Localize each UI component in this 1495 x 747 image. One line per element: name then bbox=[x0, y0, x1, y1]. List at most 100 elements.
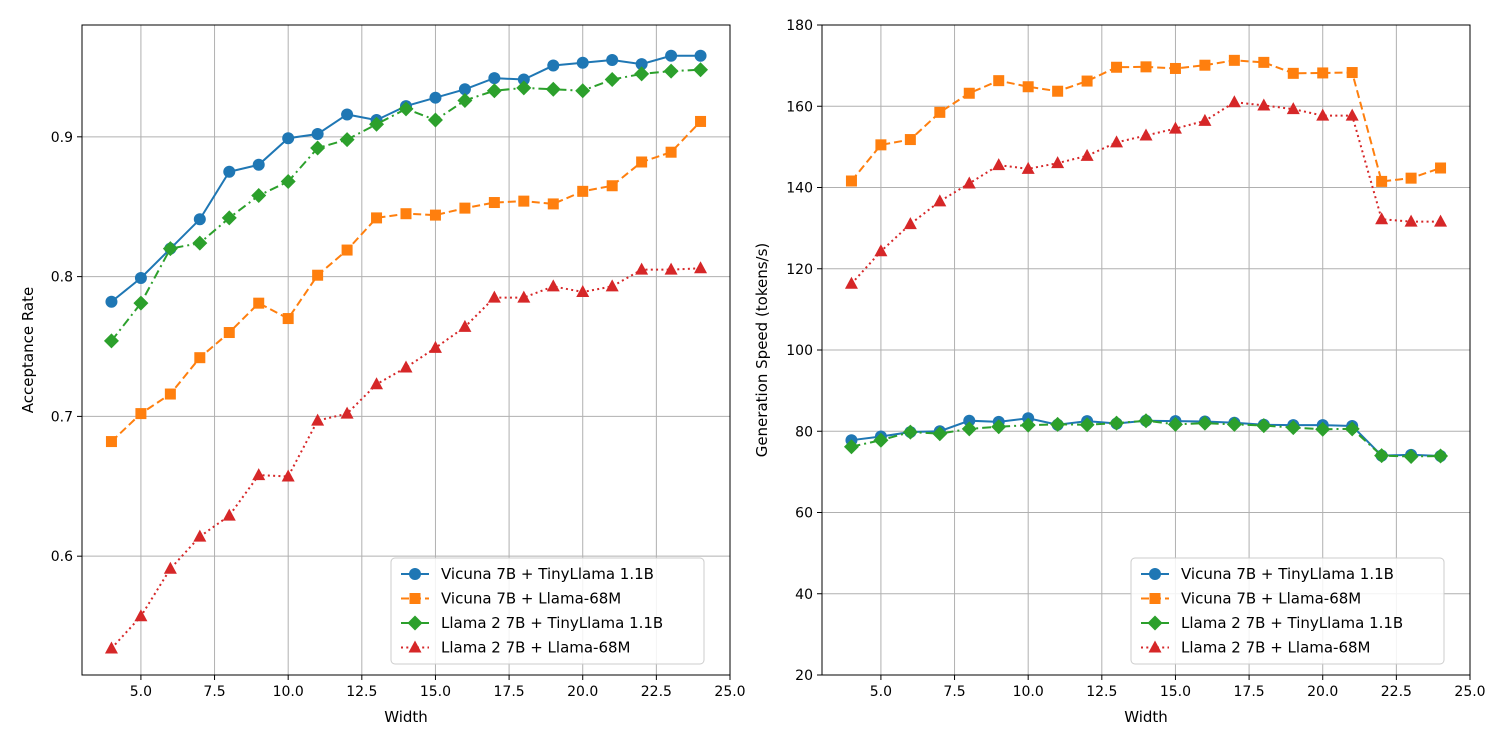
data-point bbox=[428, 340, 442, 353]
data-point bbox=[164, 388, 176, 400]
data-point bbox=[604, 72, 620, 88]
data-point bbox=[252, 468, 266, 481]
data-point bbox=[1405, 172, 1417, 184]
x-tick-label: 12.5 bbox=[346, 684, 377, 700]
x-tick-label: 12.5 bbox=[1086, 684, 1117, 700]
data-point bbox=[311, 413, 325, 426]
series-line bbox=[110, 54, 701, 303]
data-point bbox=[634, 66, 650, 82]
y-axis-label: Generation Speed (tokens/s) bbox=[753, 243, 771, 458]
x-tick-label: 22.5 bbox=[1381, 684, 1412, 700]
data-point bbox=[875, 139, 887, 151]
y-tick-label: 0.6 bbox=[51, 549, 73, 565]
data-point bbox=[1140, 61, 1152, 73]
y-tick-label: 180 bbox=[786, 18, 813, 34]
data-point bbox=[693, 62, 709, 78]
data-point bbox=[993, 75, 1005, 87]
legend: Vicuna 7B + TinyLlama 1.1B Vicuna 7B + Ll… bbox=[390, 557, 705, 665]
data-point bbox=[844, 276, 858, 289]
data-point bbox=[1285, 420, 1301, 436]
data-point bbox=[1198, 113, 1212, 126]
data-point bbox=[133, 295, 149, 311]
data-point bbox=[1139, 128, 1153, 141]
series-llama-2-7b-tinyllama-1-1b bbox=[843, 413, 1449, 464]
y-tick-label: 0.7 bbox=[51, 409, 73, 425]
data-point bbox=[547, 59, 560, 72]
acceptance-rate-chart: 5.0 7.5 10.0 12.5 15.0 17.5 20.0 22.5 25.0 0.6 0.7… bbox=[19, 24, 746, 726]
x-tick-label: 25.0 bbox=[1454, 684, 1485, 700]
data-point bbox=[962, 176, 976, 189]
data-point bbox=[992, 158, 1006, 171]
data-point bbox=[1376, 175, 1388, 187]
legend-marker bbox=[1148, 640, 1162, 653]
series-llama-2-7b-llama-68m bbox=[844, 95, 1448, 289]
x-tick-label: 15.0 bbox=[1160, 684, 1191, 700]
legend-marker bbox=[409, 568, 421, 580]
data-point bbox=[223, 327, 235, 339]
y-tick-label: 40 bbox=[795, 587, 813, 603]
data-point bbox=[991, 419, 1007, 435]
series-llama-2-7b-llama-68m bbox=[104, 261, 708, 654]
generation-speed-chart: 5.0 7.5 10.0 12.5 15.0 17.5 20.0 22.5 25.0 20 40 60… bbox=[753, 18, 1486, 726]
x-tick-label: 22.5 bbox=[641, 684, 672, 700]
data-point bbox=[1375, 212, 1389, 225]
data-point bbox=[1345, 108, 1359, 121]
data-point bbox=[1022, 81, 1034, 93]
data-point bbox=[194, 352, 206, 364]
data-point bbox=[103, 333, 119, 349]
data-point bbox=[663, 63, 679, 79]
y-tick-label: 160 bbox=[786, 99, 813, 115]
data-point bbox=[517, 290, 531, 303]
data-point bbox=[1404, 214, 1418, 227]
data-point bbox=[429, 91, 442, 104]
data-point bbox=[1228, 54, 1240, 66]
data-point bbox=[193, 213, 206, 226]
plot-frame bbox=[81, 24, 731, 676]
data-point bbox=[457, 92, 473, 108]
data-point bbox=[1435, 162, 1447, 174]
data-point bbox=[695, 115, 707, 127]
series-line bbox=[110, 267, 701, 650]
data-point bbox=[192, 235, 208, 251]
data-point bbox=[459, 202, 471, 214]
data-point bbox=[1257, 98, 1271, 111]
data-point bbox=[961, 421, 977, 437]
data-point bbox=[458, 83, 471, 96]
data-point bbox=[1287, 67, 1299, 79]
legend-marker bbox=[1149, 568, 1161, 580]
series-vicuna-7b-llama-68m bbox=[105, 115, 707, 448]
data-point bbox=[873, 432, 889, 448]
data-point bbox=[163, 561, 177, 574]
data-point bbox=[221, 210, 237, 226]
data-point bbox=[545, 81, 561, 97]
data-point bbox=[1346, 67, 1358, 79]
x-tick-label: 25.0 bbox=[714, 684, 745, 700]
data-point bbox=[665, 146, 677, 158]
data-point bbox=[577, 185, 589, 197]
data-point bbox=[606, 53, 619, 66]
x-tick-label: 17.5 bbox=[1234, 684, 1265, 700]
data-point bbox=[253, 297, 265, 309]
data-point bbox=[575, 83, 591, 99]
x-axis-label: Width bbox=[1124, 708, 1168, 726]
x-tick-label: 5.0 bbox=[130, 684, 152, 700]
data-point bbox=[963, 414, 976, 427]
data-point bbox=[488, 72, 501, 85]
legend-label: Vicuna 7B + Llama-68M bbox=[441, 590, 621, 608]
data-point bbox=[1226, 416, 1242, 432]
data-point bbox=[845, 175, 857, 187]
data-point bbox=[1256, 418, 1272, 434]
data-point bbox=[1286, 102, 1300, 115]
data-point bbox=[399, 360, 413, 373]
data-point bbox=[934, 106, 946, 118]
data-point bbox=[162, 241, 178, 257]
data-point bbox=[1138, 413, 1154, 429]
data-point bbox=[546, 279, 560, 292]
x-tick-label: 10.0 bbox=[1013, 684, 1044, 700]
data-point bbox=[1317, 67, 1329, 79]
series-line bbox=[850, 101, 1441, 285]
data-point bbox=[1050, 416, 1066, 432]
data-point bbox=[370, 377, 384, 390]
data-point bbox=[635, 262, 649, 275]
legend-label: Llama 2 7B + TinyLlama 1.1B bbox=[441, 614, 663, 632]
